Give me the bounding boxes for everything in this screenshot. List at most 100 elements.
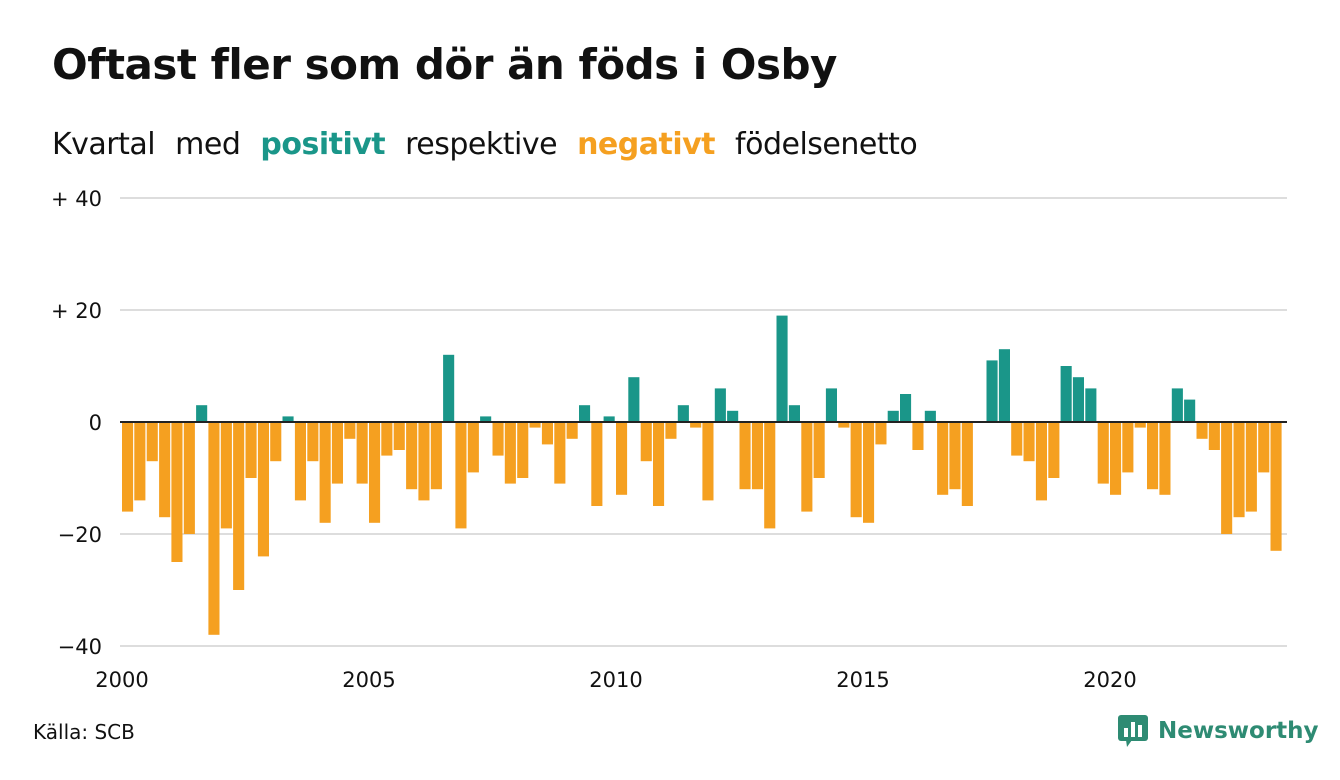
bar: [369, 422, 381, 523]
bar: [961, 422, 973, 506]
bar: [122, 422, 134, 512]
bar: [850, 422, 862, 518]
bar: [949, 422, 961, 490]
y-tick-label: −40: [58, 635, 102, 659]
x-tick-label: 2015: [836, 668, 889, 692]
bar: [1085, 388, 1097, 422]
x-tick-label: 2020: [1083, 668, 1136, 692]
bar: [690, 422, 702, 428]
bar: [1245, 422, 1257, 512]
x-tick-label: 2005: [342, 668, 395, 692]
bar: [504, 422, 516, 484]
newsworthy-chart-bubble-icon: [1118, 715, 1148, 747]
bar: [381, 422, 393, 456]
y-tick-label: −20: [58, 523, 102, 547]
bar: [801, 422, 813, 512]
logo-text: Newsworthy: [1158, 718, 1319, 744]
bar: [937, 422, 949, 495]
bar: [1208, 422, 1220, 450]
bar: [307, 422, 319, 462]
subtitle-word-med: med: [175, 127, 241, 162]
bar: [233, 422, 245, 590]
x-tick-label: 2010: [589, 668, 642, 692]
bar: [813, 422, 825, 478]
bar: [1134, 422, 1146, 428]
bar: [1011, 422, 1023, 456]
bar: [171, 422, 183, 562]
bar: [480, 416, 492, 422]
bar: [764, 422, 776, 529]
bar: [714, 388, 726, 422]
bar: [443, 354, 455, 422]
bar: [986, 360, 998, 422]
bar: [331, 422, 343, 484]
newsworthy-logo: Newsworthy: [1118, 714, 1319, 748]
bar: [838, 422, 850, 428]
bar: [344, 422, 356, 439]
bar: [393, 422, 405, 450]
bar: [1171, 388, 1183, 422]
y-tick-label: + 20: [51, 299, 102, 323]
bar: [257, 422, 269, 557]
bar: [554, 422, 566, 484]
bar: [751, 422, 763, 490]
bar: [467, 422, 479, 473]
bar: [1184, 399, 1196, 422]
bar: [887, 410, 899, 422]
legend-negative: negativt: [577, 127, 716, 162]
bar: [739, 422, 751, 490]
bar: [875, 422, 887, 445]
bar: [677, 405, 689, 422]
bar: [1110, 422, 1122, 495]
y-tick-label: + 40: [51, 187, 102, 211]
chart-subtitle: Kvartal med positivt respektive negativt föde…: [52, 127, 937, 162]
bar: [1060, 366, 1072, 422]
bar-chart: + 40 + 20 0 −20 −40 2000 2005 2010 2015 2020: [51, 187, 1287, 692]
bar: [1072, 377, 1084, 422]
bar: [579, 405, 591, 422]
bar: [1048, 422, 1060, 478]
bar: [998, 349, 1010, 422]
bar: [702, 422, 714, 501]
bar: [529, 422, 541, 428]
bar: [183, 422, 195, 534]
bar: [541, 422, 553, 445]
bar: [640, 422, 652, 462]
bar: [776, 315, 788, 422]
legend-positive: positivt: [260, 127, 386, 162]
bar: [159, 422, 171, 518]
bar: [294, 422, 306, 501]
bar: [1258, 422, 1270, 473]
y-tick-label: 0: [89, 411, 102, 435]
bar: [517, 422, 529, 478]
bar: [245, 422, 257, 478]
bar: [134, 422, 146, 501]
bar: [430, 422, 442, 490]
bar: [1122, 422, 1134, 473]
bar: [455, 422, 467, 529]
bar: [356, 422, 368, 484]
subtitle-word-respektive: respektive: [405, 127, 558, 162]
bar: [1196, 422, 1208, 439]
bar: [924, 410, 936, 422]
bar: [912, 422, 924, 450]
bar: [825, 388, 837, 422]
bar: [220, 422, 232, 529]
chart-title: Oftast fler som dör än föds i Osby: [52, 40, 837, 89]
bar: [665, 422, 677, 439]
bar: [900, 394, 912, 422]
bar: [616, 422, 628, 495]
bar: [591, 422, 603, 506]
bar: [146, 422, 158, 462]
bar: [1270, 422, 1282, 551]
bar: [727, 410, 739, 422]
bar: [653, 422, 665, 506]
bar: [208, 422, 220, 635]
bar: [1159, 422, 1171, 495]
bar: [628, 377, 640, 422]
bar: [603, 416, 615, 422]
bar: [406, 422, 418, 490]
bar: [196, 405, 208, 422]
bar: [319, 422, 331, 523]
source-note: Källa: SCB: [33, 720, 135, 744]
